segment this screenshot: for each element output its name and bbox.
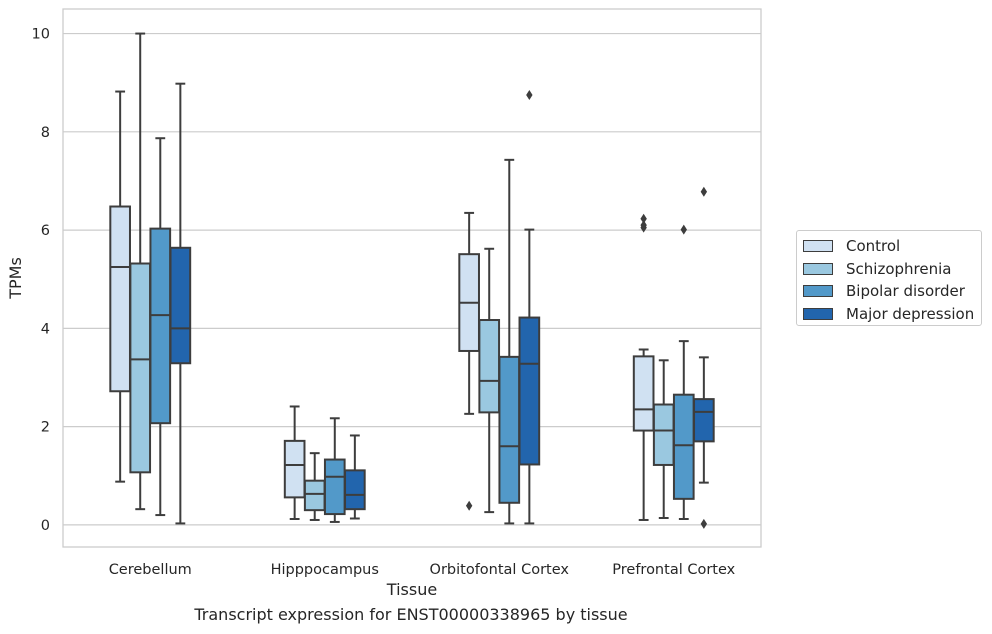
box-schizophrenia [478,247,501,514]
iqr-box [149,227,172,425]
legend-swatch-bipolar-disorder [803,285,833,298]
iqr-box [283,439,306,499]
box-control [458,211,480,511]
y-tick-labels: 0 2 4 6 8 10 [32,27,50,534]
x-tick-labels: Cerebellum Hipppocampus Orbitofontal Corte… [109,562,736,578]
iqr-box [303,479,326,512]
iqr-box [478,319,501,414]
x-tick-label: Cerebellum [109,562,192,578]
outlier-point [526,89,533,100]
outlier-point [700,518,708,529]
y-tick-label: 4 [41,321,50,337]
iqr-box [693,398,715,443]
iqr-box [109,205,131,393]
legend-swatch-major-depression [803,307,833,320]
legend-item-control: Control [803,235,981,258]
outlier-point [700,186,708,197]
outlier-point [680,224,687,235]
iqr-box [672,393,695,500]
iqr-box [323,458,346,516]
box-bipolar-disorder [149,137,172,517]
box-major-depression [344,434,366,520]
figure-caption: Transcript expression for ENST0000033896… [194,605,628,624]
box-major-depression [169,82,192,525]
box-schizophrenia [652,359,675,520]
iqr-box [498,355,521,504]
outlier-point [465,500,473,511]
y-tick-label: 0 [41,518,50,534]
box-major-depression [518,89,541,525]
legend-item-bipolar-disorder: Bipolar disorder [803,280,981,303]
y-axis-label: TPMs [6,257,25,300]
legend-label-schizophrenia: Schizophrenia [846,259,952,278]
legend: Control Schizophrenia Bipolar disorder M… [796,230,982,326]
y-tick-label: 6 [41,223,50,239]
legend-item-schizophrenia: Schizophrenia [803,258,981,281]
box-major-depression [693,186,715,529]
y-tick-label: 2 [41,420,50,436]
box-groups [109,32,715,529]
box-schizophrenia [303,452,326,521]
legend-item-major-depression: Major depression [803,303,981,326]
x-tick-label: Orbitofontal Cortex [430,562,570,578]
iqr-box [344,469,366,511]
box-schizophrenia [129,32,152,511]
box-control [632,213,655,521]
y-tick-label: 8 [41,125,50,141]
box-bipolar-disorder [498,158,521,525]
iqr-box [129,262,152,474]
legend-label-major-depression: Major depression [846,304,975,323]
legend-label-control: Control [846,237,901,256]
legend-swatch-control [803,240,833,253]
iqr-box [169,246,192,365]
x-tick-label: Hipppocampus [271,562,379,578]
x-axis-label: Tissue [386,580,437,599]
box-control [109,90,131,483]
outlier-point [640,220,647,231]
box-bipolar-disorder [323,417,346,523]
iqr-box [518,316,541,466]
box-bipolar-disorder [672,224,695,520]
box-control [283,405,306,520]
iqr-box [632,355,655,432]
y-tick-label: 10 [32,27,50,43]
plot-frame [62,8,762,548]
iqr-box [652,403,675,466]
legend-label-bipolar-disorder: Bipolar disorder [846,282,965,301]
outlier-point [640,213,647,224]
x-tick-label: Prefrontal Cortex [612,562,735,578]
legend-swatch-schizophrenia [803,262,833,275]
